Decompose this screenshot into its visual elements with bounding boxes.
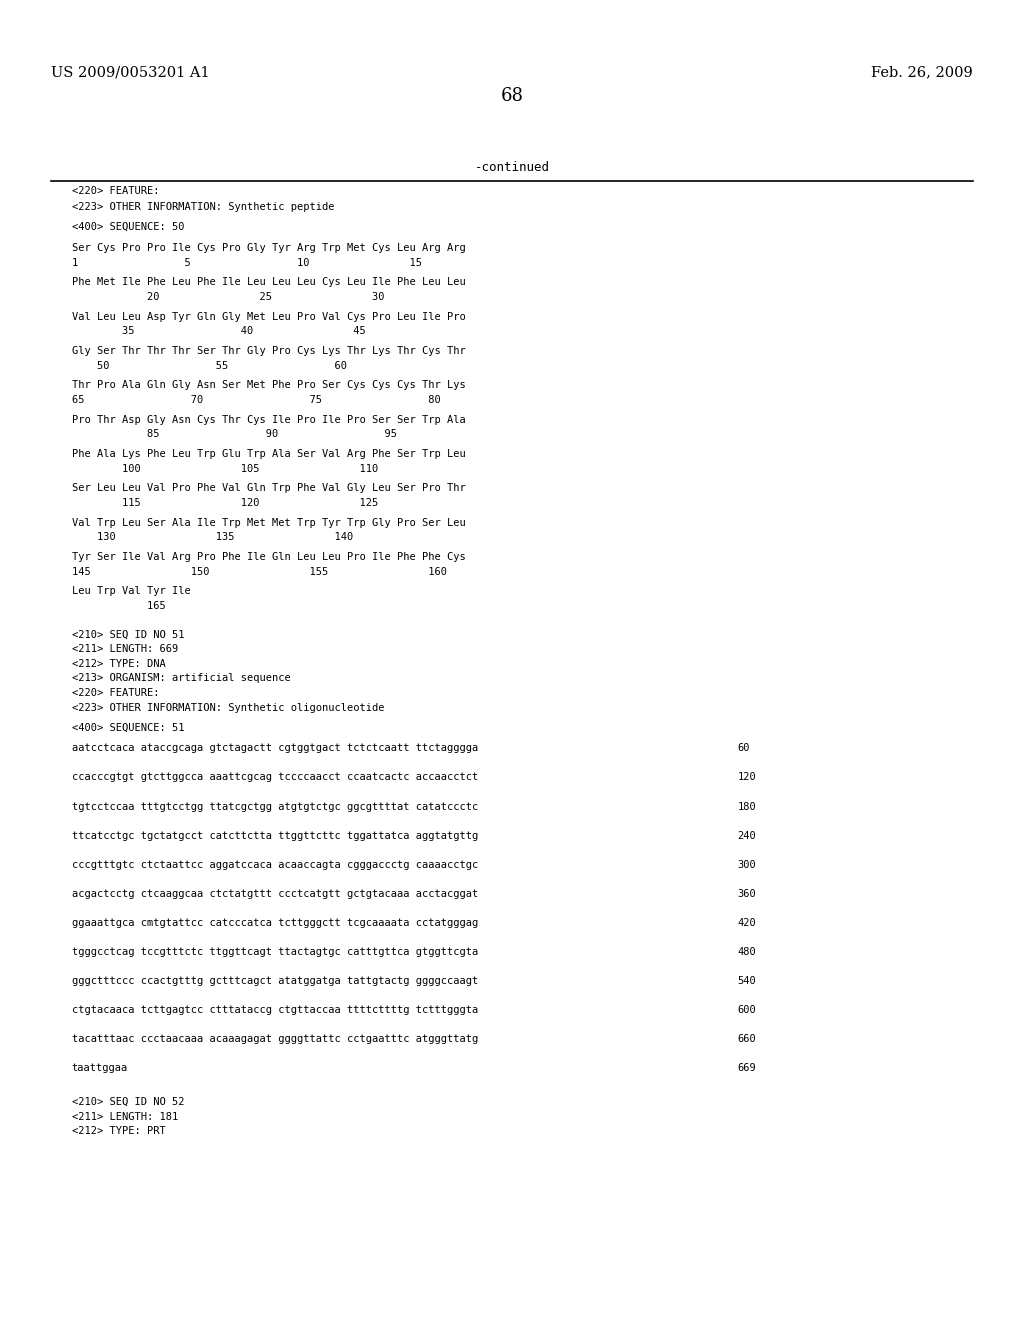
Text: ccacccgtgt gtcttggcca aaattcgcag tccccaacct ccaatcactc accaacctct: ccacccgtgt gtcttggcca aaattcgcag tccccaa… bbox=[72, 772, 478, 783]
Text: 600: 600 bbox=[737, 1005, 756, 1015]
Text: 145                150                155                160: 145 150 155 160 bbox=[72, 566, 446, 577]
Text: ctgtacaaca tcttgagtcc ctttataccg ctgttaccaa ttttcttttg tctttgggta: ctgtacaaca tcttgagtcc ctttataccg ctgttac… bbox=[72, 1005, 478, 1015]
Text: 100                105                110: 100 105 110 bbox=[72, 463, 378, 474]
Text: 540: 540 bbox=[737, 975, 756, 986]
Text: <212> TYPE: DNA: <212> TYPE: DNA bbox=[72, 659, 166, 669]
Text: ttcatcctgc tgctatgcct catcttctta ttggttcttc tggattatca aggtatgttg: ttcatcctgc tgctatgcct catcttctta ttggttc… bbox=[72, 830, 478, 841]
Text: gggctttccc ccactgtttg gctttcagct atatggatga tattgtactg ggggccaagt: gggctttccc ccactgtttg gctttcagct atatgga… bbox=[72, 975, 478, 986]
Text: 300: 300 bbox=[737, 859, 756, 870]
Text: Phe Ala Lys Phe Leu Trp Glu Trp Ala Ser Val Arg Phe Ser Trp Leu: Phe Ala Lys Phe Leu Trp Glu Trp Ala Ser … bbox=[72, 449, 466, 459]
Text: Phe Met Ile Phe Leu Phe Ile Leu Leu Leu Cys Leu Ile Phe Leu Leu: Phe Met Ile Phe Leu Phe Ile Leu Leu Leu … bbox=[72, 277, 466, 288]
Text: 130                135                140: 130 135 140 bbox=[72, 532, 353, 543]
Text: cccgtttgtc ctctaattcc aggatccaca acaaccagta cgggaccctg caaaacctgc: cccgtttgtc ctctaattcc aggatccaca acaacca… bbox=[72, 859, 478, 870]
Text: taattggaa: taattggaa bbox=[72, 1063, 128, 1073]
Text: <212> TYPE: PRT: <212> TYPE: PRT bbox=[72, 1126, 166, 1137]
Text: <211> LENGTH: 181: <211> LENGTH: 181 bbox=[72, 1111, 178, 1122]
Text: 68: 68 bbox=[501, 87, 523, 106]
Text: 20                25                30: 20 25 30 bbox=[72, 292, 384, 302]
Text: Leu Trp Val Tyr Ile: Leu Trp Val Tyr Ile bbox=[72, 586, 190, 597]
Text: 180: 180 bbox=[737, 801, 756, 812]
Text: tgtcctccaa tttgtcctgg ttatcgctgg atgtgtctgc ggcgttttat catatccctc: tgtcctccaa tttgtcctgg ttatcgctgg atgtgtc… bbox=[72, 801, 478, 812]
Text: <211> LENGTH: 669: <211> LENGTH: 669 bbox=[72, 644, 178, 655]
Text: Tyr Ser Ile Val Arg Pro Phe Ile Gln Leu Leu Pro Ile Phe Phe Cys: Tyr Ser Ile Val Arg Pro Phe Ile Gln Leu … bbox=[72, 552, 466, 562]
Text: Ser Leu Leu Val Pro Phe Val Gln Trp Phe Val Gly Leu Ser Pro Thr: Ser Leu Leu Val Pro Phe Val Gln Trp Phe … bbox=[72, 483, 466, 494]
Text: <210> SEQ ID NO 52: <210> SEQ ID NO 52 bbox=[72, 1097, 184, 1107]
Text: 1                 5                 10                15: 1 5 10 15 bbox=[72, 257, 422, 268]
Text: Val Trp Leu Ser Ala Ile Trp Met Met Trp Tyr Trp Gly Pro Ser Leu: Val Trp Leu Ser Ala Ile Trp Met Met Trp … bbox=[72, 517, 466, 528]
Text: <223> OTHER INFORMATION: Synthetic oligonucleotide: <223> OTHER INFORMATION: Synthetic oligo… bbox=[72, 702, 384, 713]
Text: Thr Pro Ala Gln Gly Asn Ser Met Phe Pro Ser Cys Cys Cys Thr Lys: Thr Pro Ala Gln Gly Asn Ser Met Phe Pro … bbox=[72, 380, 466, 391]
Text: <210> SEQ ID NO 51: <210> SEQ ID NO 51 bbox=[72, 630, 184, 640]
Text: -continued: -continued bbox=[474, 161, 550, 174]
Text: <220> FEATURE:: <220> FEATURE: bbox=[72, 688, 159, 698]
Text: <223> OTHER INFORMATION: Synthetic peptide: <223> OTHER INFORMATION: Synthetic pepti… bbox=[72, 202, 334, 213]
Text: 420: 420 bbox=[737, 917, 756, 928]
Text: tgggcctcag tccgtttctc ttggttcagt ttactagtgc catttgttca gtggttcgta: tgggcctcag tccgtttctc ttggttcagt ttactag… bbox=[72, 946, 478, 957]
Text: Feb. 26, 2009: Feb. 26, 2009 bbox=[871, 66, 973, 79]
Text: 660: 660 bbox=[737, 1034, 756, 1044]
Text: 115                120                125: 115 120 125 bbox=[72, 498, 378, 508]
Text: 669: 669 bbox=[737, 1063, 756, 1073]
Text: 85                 90                 95: 85 90 95 bbox=[72, 429, 396, 440]
Text: Ser Cys Pro Pro Ile Cys Pro Gly Tyr Arg Trp Met Cys Leu Arg Arg: Ser Cys Pro Pro Ile Cys Pro Gly Tyr Arg … bbox=[72, 243, 466, 253]
Text: 165: 165 bbox=[72, 601, 166, 611]
Text: <213> ORGANISM: artificial sequence: <213> ORGANISM: artificial sequence bbox=[72, 673, 291, 684]
Text: 60: 60 bbox=[737, 743, 750, 754]
Text: acgactcctg ctcaaggcaa ctctatgttt ccctcatgtt gctgtacaaa acctacggat: acgactcctg ctcaaggcaa ctctatgttt ccctcat… bbox=[72, 888, 478, 899]
Text: 480: 480 bbox=[737, 946, 756, 957]
Text: aatcctcaca ataccgcaga gtctagactt cgtggtgact tctctcaatt ttctagggga: aatcctcaca ataccgcaga gtctagactt cgtggtg… bbox=[72, 743, 478, 754]
Text: tacatttaac ccctaacaaa acaaagagat ggggttattc cctgaatttc atgggttatg: tacatttaac ccctaacaaa acaaagagat ggggtta… bbox=[72, 1034, 478, 1044]
Text: 50                 55                 60: 50 55 60 bbox=[72, 360, 347, 371]
Text: <400> SEQUENCE: 51: <400> SEQUENCE: 51 bbox=[72, 722, 184, 733]
Text: 35                 40                45: 35 40 45 bbox=[72, 326, 366, 337]
Text: <220> FEATURE:: <220> FEATURE: bbox=[72, 186, 159, 197]
Text: ggaaattgca cmtgtattcc catcccatca tcttgggctt tcgcaaaata cctatgggag: ggaaattgca cmtgtattcc catcccatca tcttggg… bbox=[72, 917, 478, 928]
Text: Gly Ser Thr Thr Thr Ser Thr Gly Pro Cys Lys Thr Lys Thr Cys Thr: Gly Ser Thr Thr Thr Ser Thr Gly Pro Cys … bbox=[72, 346, 466, 356]
Text: 240: 240 bbox=[737, 830, 756, 841]
Text: 120: 120 bbox=[737, 772, 756, 783]
Text: US 2009/0053201 A1: US 2009/0053201 A1 bbox=[51, 66, 210, 79]
Text: Pro Thr Asp Gly Asn Cys Thr Cys Ile Pro Ile Pro Ser Ser Trp Ala: Pro Thr Asp Gly Asn Cys Thr Cys Ile Pro … bbox=[72, 414, 466, 425]
Text: 360: 360 bbox=[737, 888, 756, 899]
Text: <400> SEQUENCE: 50: <400> SEQUENCE: 50 bbox=[72, 222, 184, 232]
Text: 65                 70                 75                 80: 65 70 75 80 bbox=[72, 395, 440, 405]
Text: Val Leu Leu Asp Tyr Gln Gly Met Leu Pro Val Cys Pro Leu Ile Pro: Val Leu Leu Asp Tyr Gln Gly Met Leu Pro … bbox=[72, 312, 466, 322]
